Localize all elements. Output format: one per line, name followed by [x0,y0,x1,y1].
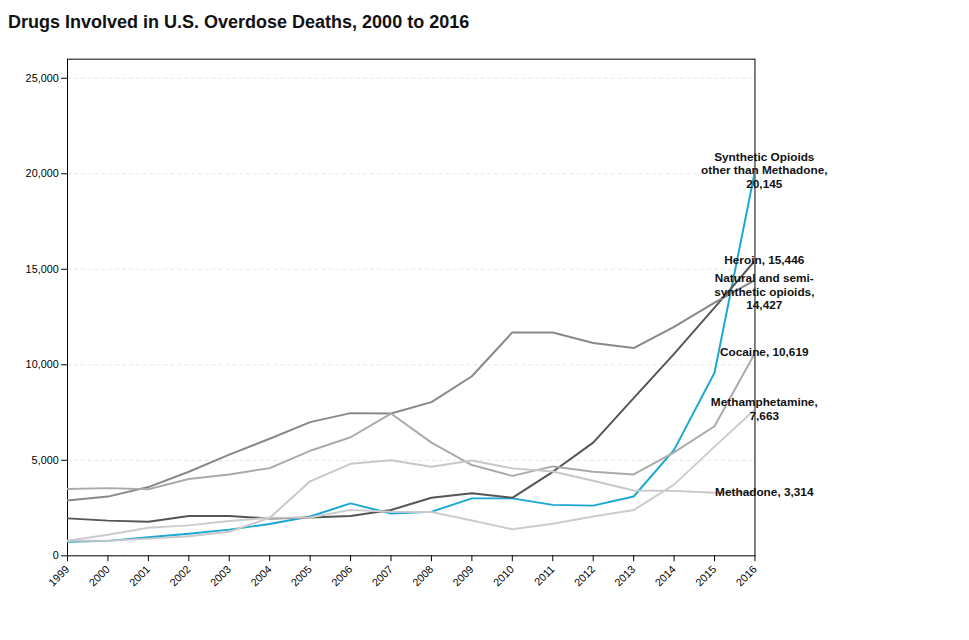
svg-text:1999: 1999 [46,563,71,588]
svg-text:Methamphetamine,7,663: Methamphetamine,7,663 [711,395,818,423]
svg-text:0: 0 [53,549,59,561]
svg-text:2011: 2011 [532,563,557,588]
svg-text:2004: 2004 [248,563,273,588]
html-text:Drugs Involved in U.S. Overdos: Drugs Involved in U.S. Overdose Deaths, … [8,12,470,32]
svg-text:2009: 2009 [450,563,475,588]
svg-text:Natural and semi-synthetic opi: Natural and semi-synthetic opioids,14,42… [714,271,814,313]
svg-text:25,000: 25,000 [26,72,59,84]
svg-text:2014: 2014 [652,563,677,588]
svg-text:2001: 2001 [127,563,152,588]
svg-text:Heroin, 15,446: Heroin, 15,446 [724,253,804,267]
svg-text:Synthetic Opioidsother than Me: Synthetic Opioidsother than Methadone,20… [701,150,828,192]
svg-text:2015: 2015 [693,563,718,588]
svg-text:2007: 2007 [369,563,394,588]
svg-text:10,000: 10,000 [26,358,59,370]
svg-text:2003: 2003 [208,563,233,588]
svg-text:5,000: 5,000 [32,454,59,466]
svg-text:2008: 2008 [410,563,435,588]
svg-text:20,000: 20,000 [26,167,59,179]
svg-text:2010: 2010 [491,563,516,588]
svg-text:2006: 2006 [329,563,354,588]
svg-text:Cocaine, 10,619: Cocaine, 10,619 [720,345,809,359]
svg-text:2002: 2002 [167,563,192,588]
svg-text:Methadone, 3,314: Methadone, 3,314 [715,485,814,499]
svg-text:2012: 2012 [572,563,597,588]
svg-text:2005: 2005 [289,563,314,588]
svg-text:2000: 2000 [86,563,111,588]
svg-text:15,000: 15,000 [26,263,59,275]
svg-text:2016: 2016 [733,563,758,588]
svg-text:2013: 2013 [612,563,637,588]
